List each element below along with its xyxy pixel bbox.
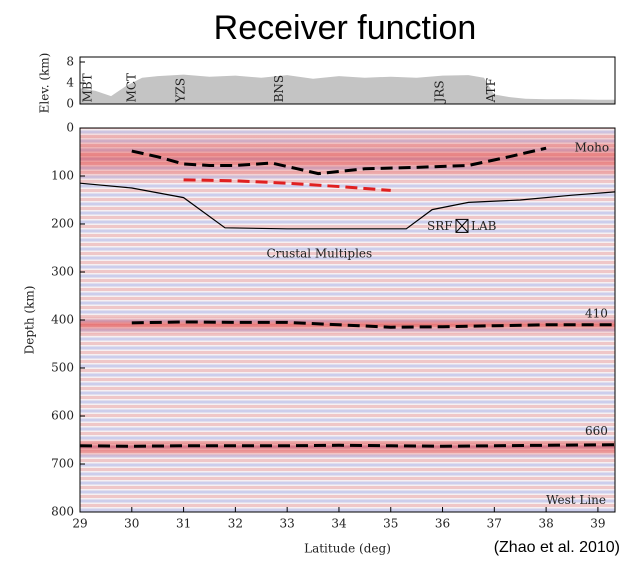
y-tick-label: 100 <box>51 169 74 183</box>
annotation: 410 <box>585 307 608 321</box>
x-tick-label: 32 <box>228 517 243 531</box>
annotation: West Line <box>546 493 606 507</box>
y-tick-label: 8 <box>66 55 74 69</box>
annotation: SRF <box>427 219 453 233</box>
x-tick-label: 34 <box>331 517 347 531</box>
y-tick-label: 800 <box>51 505 74 519</box>
station-label: BNS <box>272 75 286 103</box>
x-tick-label: 36 <box>435 517 450 531</box>
x-tick-label: 37 <box>487 517 502 531</box>
x-tick-label: 35 <box>383 517 398 531</box>
y-tick-label: 700 <box>51 457 74 471</box>
station-label: JRS <box>432 80 446 104</box>
station-label: ATF <box>484 78 498 103</box>
annotation: Crustal Multiples <box>266 246 372 260</box>
station-label: YZS <box>173 78 187 103</box>
frame <box>79 56 616 105</box>
elevation-area <box>80 74 615 104</box>
y-tick-label: 200 <box>51 217 74 231</box>
y-tick-label: 500 <box>51 361 74 375</box>
x-axis-label: Latitude (deg) <box>304 542 391 556</box>
x-tick-label: 33 <box>280 517 295 531</box>
station-label: MCT <box>124 73 138 102</box>
title: Receiver function <box>214 9 477 47</box>
line <box>131 320 615 329</box>
y-tick-label: 4 <box>66 76 74 90</box>
y-tick-label: 300 <box>51 265 74 279</box>
line <box>79 443 616 448</box>
y-tick-label: 600 <box>51 409 74 423</box>
line <box>183 178 391 192</box>
station-label: MBT <box>80 73 94 102</box>
y-tick-label: 0 <box>66 97 74 111</box>
y-tick-label: 0 <box>66 121 74 135</box>
x-tick-label: 30 <box>124 517 139 531</box>
y-axis-label: Elev. (km) <box>38 53 52 114</box>
x-tick-label: 39 <box>590 517 605 531</box>
cross <box>455 219 469 233</box>
line <box>131 146 547 176</box>
caption: (Zhao et al. 2010) <box>494 539 620 556</box>
y-axis-label: Depth (km) <box>23 286 37 355</box>
annotation: 660 <box>585 424 608 438</box>
annotation: LAB <box>471 219 497 233</box>
y-tick-label: 400 <box>51 313 74 327</box>
cross-box <box>455 218 469 233</box>
annotation: Moho <box>575 141 609 155</box>
image-bands <box>80 128 615 512</box>
x-tick-label: 29 <box>72 517 87 531</box>
x-tick-label: 31 <box>176 517 191 531</box>
line <box>79 182 616 230</box>
x-tick-label: 38 <box>538 517 553 531</box>
